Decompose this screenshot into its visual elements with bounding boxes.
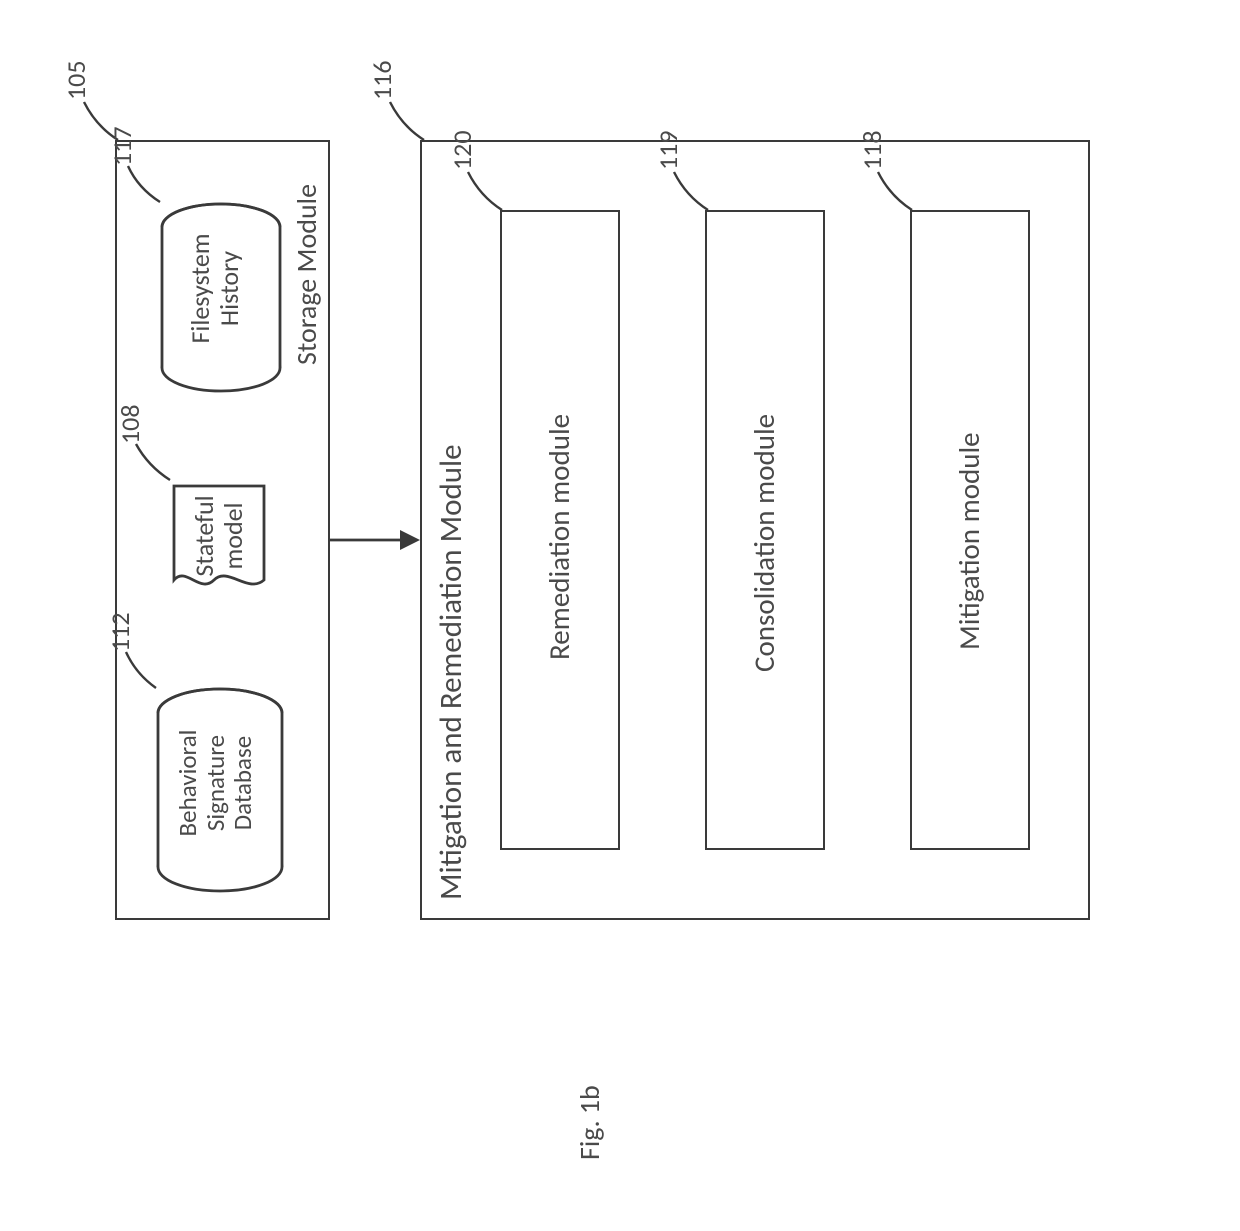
remediation-ref-leader [462,164,506,214]
storage-module-title: Storage Module [292,184,323,365]
storage-to-mr-arrow [330,520,422,560]
remediation-ref: 120 [448,130,477,170]
filesystem-history-label-l1: Filesystem [184,233,216,343]
mitigation-ref: 118 [858,130,887,170]
figure-caption: Fig. 1b [575,1085,606,1160]
mitigation-ref-leader [872,164,916,214]
figure-canvas: Storage Module 105 Behavioral Signature … [0,0,1240,1231]
diagram-rotated-group: Storage Module 105 Behavioral Signature … [50,80,1150,980]
stateful-model-ref: 108 [116,404,145,444]
filesystem-history-ref: 117 [108,126,137,166]
mr-module-ref-leader [384,94,428,144]
signature-db-label-l2: Signature [200,735,231,831]
storage-module-ref: 105 [62,60,91,100]
signature-db-ref: 112 [106,612,135,652]
filesystem-history-label-l2: History [213,251,245,326]
stateful-model-label: Stateful model [190,486,247,586]
signature-db-label-l3: Database [227,736,258,831]
signature-db-label-l1: Behavioral [172,730,203,837]
consolidation-ref: 119 [654,130,683,170]
consolidation-label: Consolidation module [749,414,781,672]
stateful-model-label-l1: Stateful [188,495,220,576]
mitigation-label: Mitigation module [954,432,986,650]
mr-module-ref: 116 [368,60,397,100]
mr-module-title: Mitigation and Remediation Module [434,444,468,900]
filesystem-history-label: Filesystem History [186,211,243,366]
signature-db-label: Behavioral Signature Database [174,698,257,868]
signature-db-ref-leader [120,646,160,692]
stateful-model-label-l2: model [217,502,249,569]
remediation-label: Remediation module [544,414,576,660]
filesystem-history-ref-leader [122,160,164,206]
consolidation-ref-leader [668,164,712,214]
stateful-model-ref-leader [130,438,174,484]
